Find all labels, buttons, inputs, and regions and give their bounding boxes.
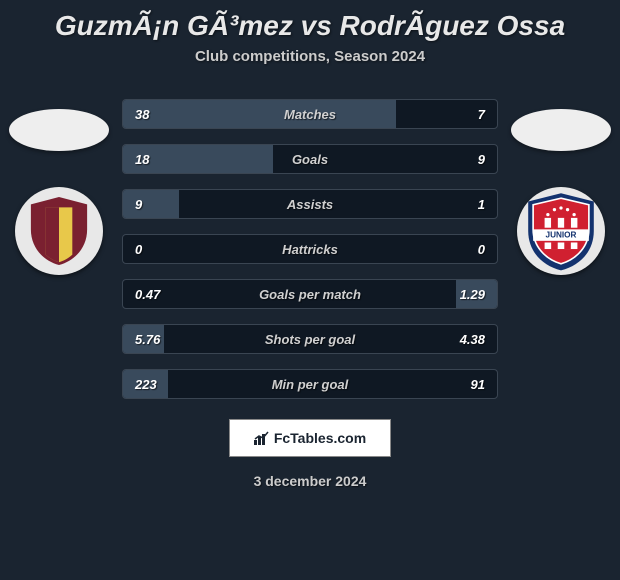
stat-value-right: 1 — [478, 197, 485, 212]
stat-row: 5.76 Shots per goal 4.38 — [122, 324, 498, 354]
stat-label: Assists — [287, 197, 333, 212]
stat-value-left: 0 — [135, 242, 142, 257]
stat-fill-left — [123, 100, 396, 128]
stat-value-left: 18 — [135, 152, 149, 167]
player-right-avatar — [511, 109, 611, 151]
stat-row: 18 Goals 9 — [122, 144, 498, 174]
stat-value-right: 4.38 — [460, 332, 485, 347]
stat-value-right: 7 — [478, 107, 485, 122]
player-left-avatar — [9, 109, 109, 151]
stat-label: Matches — [284, 107, 336, 122]
team-right-badge: JUNIOR — [517, 187, 605, 275]
stat-value-left: 9 — [135, 197, 142, 212]
shield-icon: JUNIOR — [520, 190, 602, 272]
stat-value-right: 91 — [471, 377, 485, 392]
stat-value-right: 9 — [478, 152, 485, 167]
comparison-panel: 38 Matches 7 18 Goals 9 9 Assists 1 0 Hattricks 0 0.… — [0, 85, 620, 399]
stat-row: 0.47 Goals per match 1.29 — [122, 279, 498, 309]
stat-value-left: 38 — [135, 107, 149, 122]
svg-text:JUNIOR: JUNIOR — [546, 231, 577, 240]
stat-row: 223 Min per goal 91 — [122, 369, 498, 399]
page-title: GuzmÃ¡n GÃ³mez vs RodrÃ­guez Ossa — [0, 0, 620, 48]
stat-label: Shots per goal — [265, 332, 355, 347]
team-left-badge — [15, 187, 103, 275]
stats-column: 38 Matches 7 18 Goals 9 9 Assists 1 0 Hattricks 0 0.… — [122, 85, 498, 399]
subtitle: Club competitions, Season 2024 — [0, 48, 620, 65]
brand-badge[interactable]: FcTables.com — [229, 419, 391, 457]
stat-value-left: 0.47 — [135, 287, 160, 302]
stat-label: Goals per match — [259, 287, 361, 302]
player-left-column — [4, 85, 114, 399]
stat-row: 9 Assists 1 — [122, 189, 498, 219]
stat-row: 38 Matches 7 — [122, 99, 498, 129]
stat-row: 0 Hattricks 0 — [122, 234, 498, 264]
stat-label: Min per goal — [272, 377, 349, 392]
player-right-column: JUNIOR — [506, 85, 616, 399]
chart-icon — [254, 431, 272, 445]
footer: FcTables.com 3 december 2024 — [0, 419, 620, 489]
stat-label: Hattricks — [282, 242, 338, 257]
stat-value-right: 0 — [478, 242, 485, 257]
stat-value-right: 1.29 — [460, 287, 485, 302]
date: 3 december 2024 — [0, 473, 620, 489]
brand-text: FcTables.com — [274, 430, 366, 446]
stat-value-left: 223 — [135, 377, 157, 392]
stat-label: Goals — [292, 152, 328, 167]
shield-icon — [22, 194, 96, 268]
stat-value-left: 5.76 — [135, 332, 160, 347]
stat-fill-left — [123, 190, 179, 218]
